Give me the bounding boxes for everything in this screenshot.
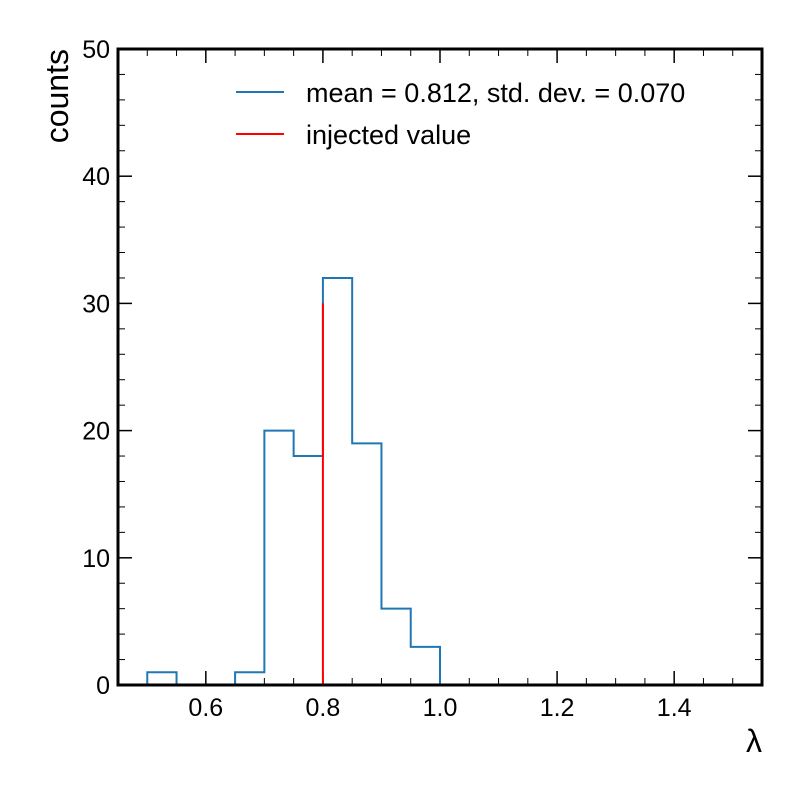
legend-label-injected: injected value <box>306 120 471 150</box>
x-tick-label: 1.2 <box>540 694 575 722</box>
y-tick-label: 50 <box>82 36 110 64</box>
y-tick-label: 30 <box>82 290 110 318</box>
plot-frame <box>116 47 764 687</box>
x-tick-label: 0.8 <box>306 694 341 722</box>
histogram-series <box>146 276 441 686</box>
legend-label-mean: mean = 0.812, std. dev. = 0.070 <box>306 78 685 108</box>
y-tick-label: 40 <box>82 163 110 191</box>
y-tick-label: 10 <box>82 545 110 573</box>
y-tick-label: 20 <box>82 418 110 446</box>
x-tick-label: 1.4 <box>657 694 692 722</box>
y-tick-label: 0 <box>96 672 110 700</box>
x-tick-label: 0.6 <box>188 694 223 722</box>
legend: mean = 0.812, std. dev. = 0.070 injected… <box>236 78 685 150</box>
x-axis-title: λ <box>746 723 762 759</box>
tick-labels: 0.6 0.8 1.0 1.2 1.4 0 10 20 30 40 50 <box>82 36 691 722</box>
y-axis-title: counts <box>39 49 75 143</box>
x-tick-label: 1.0 <box>423 694 458 722</box>
